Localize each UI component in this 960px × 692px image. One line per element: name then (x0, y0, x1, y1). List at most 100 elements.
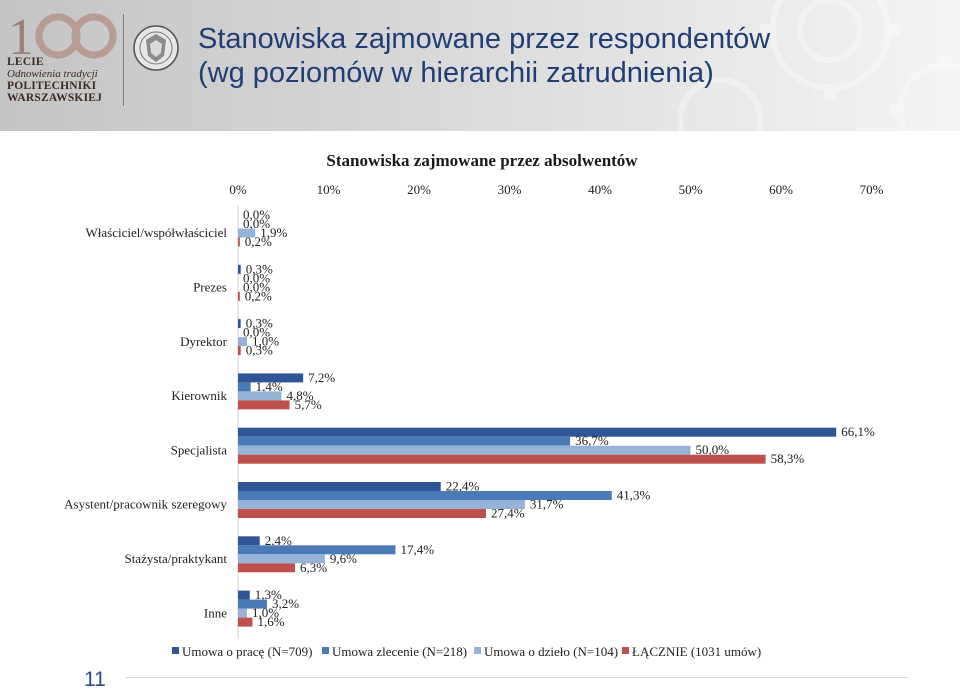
data-label: 2,4% (265, 533, 292, 548)
data-label: 36,7% (575, 433, 609, 448)
legend-entry: Umowa o pracę (N=709) (182, 644, 312, 659)
page-number: 11 (84, 668, 106, 691)
bar (238, 617, 253, 627)
legend-swatch (622, 647, 629, 654)
bar (238, 454, 766, 464)
logo-line-2: Odnowienia tradycji (7, 68, 98, 80)
x-tick-label: 70% (860, 182, 884, 197)
category-label: Stażysta/praktykant (124, 551, 227, 566)
data-label: 0,0% (243, 270, 270, 285)
bar (238, 436, 571, 446)
category-label: Kierownik (171, 388, 227, 403)
data-label: 5,7% (295, 397, 322, 412)
legend-swatch (172, 647, 179, 654)
data-label: 1,0% (252, 605, 279, 620)
footer-divider (126, 677, 908, 678)
bar (238, 509, 486, 518)
data-label: 50,0% (696, 442, 730, 457)
bar (238, 319, 241, 329)
data-label: 1,3% (255, 587, 282, 602)
bar (238, 382, 251, 392)
x-tick-label: 20% (407, 182, 431, 197)
bar (238, 337, 248, 347)
data-label: 27,4% (491, 506, 525, 521)
category-label: Prezes (193, 279, 227, 294)
category-label: Specjalista (171, 442, 228, 457)
bar (238, 491, 612, 500)
bar (238, 482, 441, 491)
legend-swatch (474, 647, 481, 654)
x-tick-label: 30% (498, 182, 522, 197)
x-tick-label: 40% (588, 182, 612, 197)
x-tick-label: 60% (769, 182, 793, 197)
bar (238, 608, 248, 618)
data-label: 31,7% (530, 497, 564, 512)
bar (238, 291, 240, 301)
bar (238, 590, 250, 600)
bar (238, 373, 304, 383)
data-label: 0,3% (246, 343, 273, 358)
logo-line-4: WARSZAWSKIEJ (7, 92, 103, 104)
data-label: 0,0% (243, 216, 270, 231)
data-label: 58,3% (771, 451, 805, 466)
category-label: Asystent/pracownik szeregowy (64, 497, 227, 512)
bar (238, 554, 325, 564)
gear-decoration-icon (677, 0, 960, 131)
university-seal-icon (133, 25, 179, 71)
bar (238, 545, 396, 555)
data-label: 0,0% (243, 279, 270, 294)
logo-line-1: LECIE (7, 56, 44, 68)
data-label: 3,2% (272, 596, 299, 611)
data-label: 0,0% (243, 207, 270, 222)
data-label: 1,9% (260, 225, 287, 240)
bar (238, 237, 240, 247)
x-tick-label: 50% (679, 182, 703, 197)
data-label: 0,2% (245, 288, 272, 303)
data-label: 9,6% (330, 551, 357, 566)
legend-swatch (322, 647, 329, 654)
slide-title: Stanowiska zajmowane przez respondentów … (198, 22, 898, 90)
data-label: 0,3% (246, 316, 273, 331)
data-label: 1,4% (256, 379, 283, 394)
chart-title: Stanowiska zajmowane przez absolwentów (326, 151, 638, 170)
data-label: 22,4% (446, 479, 480, 494)
bar (238, 563, 296, 573)
100-years-logo-icon: 1 (8, 9, 117, 66)
bar (238, 264, 241, 274)
data-label: 17,4% (400, 542, 434, 557)
bar (238, 445, 691, 455)
bar (238, 599, 267, 609)
slide-header: 1 LECIE Odnowienia tradycji POLITECHNIKI… (0, 0, 960, 131)
data-label: 0,0% (243, 325, 270, 340)
data-label: 41,3% (617, 488, 651, 503)
data-label: 1,6% (257, 614, 284, 629)
bar (238, 536, 260, 546)
logo-text: LECIE Odnowienia tradycji POLITECHNIKI W… (7, 56, 122, 104)
bar (238, 400, 290, 410)
data-label: 0,3% (246, 261, 273, 276)
logo-line-3: POLITECHNIKI (7, 80, 97, 92)
svg-text:1: 1 (8, 9, 34, 66)
slide-title-line-1: Stanowiska zajmowane przez respondentów (198, 23, 771, 55)
data-label: 7,2% (308, 370, 335, 385)
bar (238, 427, 837, 437)
data-label: 0,2% (245, 234, 272, 249)
data-label: 66,1% (841, 424, 875, 439)
bar (238, 391, 282, 401)
logo-divider (123, 14, 124, 106)
bar (238, 228, 256, 238)
legend-entry: Umowa zlecenie (N=218) (332, 644, 467, 659)
data-label: 1,0% (252, 334, 279, 349)
legend-entry: ŁĄCZNIE (1031 umów) (632, 644, 761, 659)
category-label: Inne (204, 605, 227, 620)
x-tick-label: 10% (317, 182, 341, 197)
data-label: 4,8% (286, 388, 313, 403)
legend-entry: Umowa o dzieło (N=104) (484, 644, 618, 659)
category-label: Właściciel/współwłaściciel (85, 225, 227, 240)
bar (238, 346, 241, 356)
bar (238, 500, 525, 509)
data-label: 6,3% (300, 560, 327, 575)
x-tick-label: 0% (229, 182, 247, 197)
category-label: Dyrektor (180, 334, 228, 349)
